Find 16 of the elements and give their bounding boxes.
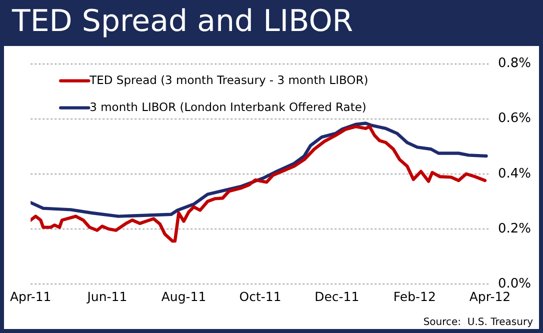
chart-title: TED Spread and LIBOR bbox=[10, 3, 354, 41]
y-tick-label: 0.0% bbox=[498, 276, 532, 292]
y-tick-label: 0.8% bbox=[498, 56, 532, 72]
y-tick-label: 0.4% bbox=[498, 166, 532, 182]
y-tick-label: 0.2% bbox=[498, 221, 532, 236]
source-note: Source: U.S. Treasury bbox=[423, 317, 534, 328]
x-tick-label: Jun-11 bbox=[86, 288, 128, 304]
x-tick-label: Apr-11 bbox=[10, 288, 52, 304]
legend-label: TED Spread (3 month Treasury - 3 month LIBOR) bbox=[88, 72, 368, 87]
x-tick-label: Dec-11 bbox=[314, 288, 360, 304]
legend-label: 3 month LIBOR (London Interbank Offered Rate) bbox=[90, 100, 366, 114]
x-tick-label: Feb-12 bbox=[393, 288, 436, 304]
y-tick-label: 0.6% bbox=[498, 111, 532, 126]
x-tick-label: Aug-11 bbox=[161, 288, 206, 304]
x-tick-label: Apr-12 bbox=[469, 288, 511, 304]
x-tick-label: Oct-11 bbox=[239, 288, 282, 304]
